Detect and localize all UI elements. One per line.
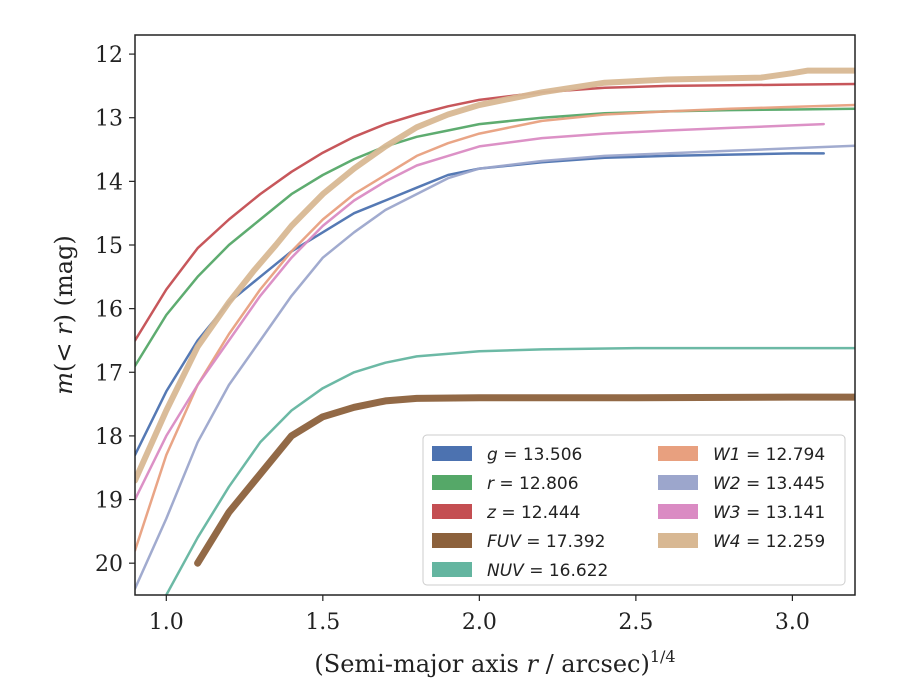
series-line-3 (194, 393, 855, 567)
y-tick-label: 17 (95, 361, 123, 386)
legend-entry: W4 = 12.259 (713, 532, 825, 552)
legend-entry: W3 = 13.141 (713, 503, 825, 523)
legend-entry: NUV = 16.622 (487, 561, 608, 581)
series-line-5 (135, 103, 855, 552)
series-line-6 (135, 144, 855, 590)
y-tick-label: 18 (95, 425, 123, 450)
legend-entry: z = 12.444 (486, 503, 580, 523)
y-tick-label: 20 (95, 552, 123, 577)
x-tick-label: 1.5 (305, 610, 340, 635)
legend-swatch (432, 504, 472, 519)
series-line-4 (165, 346, 855, 595)
legend-swatch (432, 562, 472, 577)
x-tick-label: 2.0 (462, 610, 497, 635)
legend-swatch (432, 475, 472, 490)
series-line-8 (135, 67, 855, 484)
legend-swatch (658, 533, 698, 548)
series-line-2 (135, 82, 855, 342)
legend-entry: g = 13.506 (487, 445, 582, 465)
legend-entry: FUV = 17.392 (487, 532, 605, 552)
plot-frame (134, 34, 856, 596)
legend-swatch (658, 446, 698, 461)
legend-entry: r = 12.806 (487, 474, 579, 494)
y-tick-label: 14 (95, 170, 123, 195)
x-tick-label: 1.0 (149, 610, 184, 635)
legend-swatch (658, 504, 698, 519)
legend-entry: W1 = 12.794 (713, 445, 825, 465)
legend-swatch (432, 446, 472, 461)
y-tick-label: 12 (95, 43, 123, 68)
x-axis-title: (Semi-major axis r / arcsec)1/4 (314, 647, 675, 678)
y-tick-label: 13 (95, 107, 123, 132)
legend-swatch (432, 533, 472, 548)
series-line-1 (135, 107, 855, 368)
y-axis-title: m(< r) (mag) (50, 235, 78, 395)
legend-swatch (658, 475, 698, 490)
y-tick-label: 16 (95, 298, 123, 323)
y-tick-label: 19 (95, 489, 123, 514)
y-tick-label: 15 (95, 234, 123, 259)
series-line-7 (135, 122, 825, 501)
legend: g = 13.506 r = 12.806 z = 12.444 FUV = 17.3… (422, 434, 846, 586)
series-line-0 (135, 152, 825, 457)
legend-entry: W2 = 13.445 (713, 474, 825, 494)
x-tick-label: 3.0 (775, 610, 810, 635)
x-tick-label: 2.5 (618, 610, 653, 635)
legend-box (422, 434, 846, 586)
